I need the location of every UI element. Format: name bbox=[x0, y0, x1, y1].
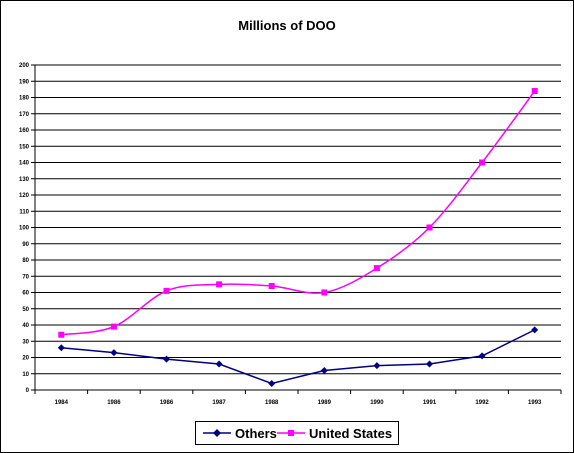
x-tick-label: 1988 bbox=[265, 400, 279, 406]
y-tick-label: 140 bbox=[19, 161, 30, 167]
y-tick-label: 120 bbox=[19, 193, 30, 199]
series-lines bbox=[61, 90, 536, 385]
series-line-united-states bbox=[61, 90, 536, 336]
y-tick-labels: 0 10 20 30 40 50 60 70 80 90 100 110 120 130 140 150 160… bbox=[19, 63, 30, 394]
legend-united-states-swatch bbox=[277, 430, 305, 436]
data-point-others bbox=[110, 349, 118, 357]
y-tick-label: 130 bbox=[19, 177, 30, 183]
y-tick-label: 10 bbox=[22, 372, 29, 378]
data-point-others bbox=[57, 344, 65, 352]
y-tick-label: 60 bbox=[22, 291, 29, 297]
data-point-others bbox=[531, 326, 539, 334]
x-tick-label: 1991 bbox=[423, 400, 437, 406]
data-point-united-states bbox=[268, 283, 275, 289]
data-point-united-states bbox=[110, 323, 117, 330]
x-tick-labels: 1984 1986 1986 1987 1988 1989 1990 1991 1992 1993 bbox=[55, 400, 542, 406]
legend-label-others: Others bbox=[235, 426, 277, 441]
x-tick-label: 1986 bbox=[160, 400, 174, 406]
y-tick-label: 90 bbox=[22, 242, 29, 248]
data-point-united-states bbox=[373, 265, 380, 272]
y-tick-label: 190 bbox=[19, 79, 30, 85]
y-tick-label: 160 bbox=[19, 128, 30, 134]
y-tick-label: 20 bbox=[22, 356, 29, 362]
data-point-united-states bbox=[426, 224, 433, 231]
data-point-others bbox=[373, 362, 381, 370]
y-tick-label: 70 bbox=[22, 274, 29, 280]
x-tick-label: 1992 bbox=[475, 400, 489, 406]
y-tick-label: 180 bbox=[19, 96, 30, 102]
series-markers bbox=[57, 88, 539, 387]
data-point-others bbox=[163, 355, 170, 363]
data-point-others bbox=[426, 360, 433, 368]
x-tick-label: 1986 bbox=[107, 400, 121, 406]
chart-title: Millions of DOO bbox=[238, 18, 336, 33]
y-tick-label: 150 bbox=[19, 144, 30, 150]
x-tick-label: 1984 bbox=[55, 400, 69, 406]
x-tick-label: 1990 bbox=[370, 400, 384, 406]
legend: Others United States bbox=[195, 421, 399, 445]
gridlines bbox=[35, 64, 561, 375]
legend-label-united-states: United States bbox=[309, 426, 393, 441]
data-point-united-states bbox=[321, 289, 328, 296]
y-tick-label: 100 bbox=[19, 226, 30, 232]
y-tick-label: 0 bbox=[26, 388, 30, 394]
data-point-united-states bbox=[58, 331, 65, 338]
data-point-others bbox=[268, 380, 276, 387]
x-tick-label: 1989 bbox=[318, 400, 332, 406]
data-point-others bbox=[215, 360, 223, 368]
y-tick-label: 30 bbox=[22, 339, 29, 345]
x-tick-label: 1993 bbox=[528, 400, 542, 406]
y-tick-label: 110 bbox=[19, 209, 29, 215]
axes bbox=[31, 64, 562, 394]
y-tick-label: 50 bbox=[22, 307, 29, 313]
data-point-united-states bbox=[216, 281, 223, 288]
data-point-united-states bbox=[479, 159, 486, 166]
data-point-others bbox=[320, 367, 328, 374]
y-tick-label: 80 bbox=[22, 258, 29, 264]
data-point-united-states bbox=[163, 287, 170, 294]
series-line-others bbox=[61, 329, 536, 385]
data-point-united-states bbox=[531, 88, 538, 94]
data-point-others bbox=[478, 352, 486, 360]
x-tick-label: 1987 bbox=[212, 400, 226, 406]
legend-others-swatch bbox=[203, 429, 231, 437]
y-tick-label: 170 bbox=[19, 112, 30, 118]
y-tick-label: 40 bbox=[22, 323, 29, 329]
y-tick-label: 200 bbox=[19, 63, 30, 69]
